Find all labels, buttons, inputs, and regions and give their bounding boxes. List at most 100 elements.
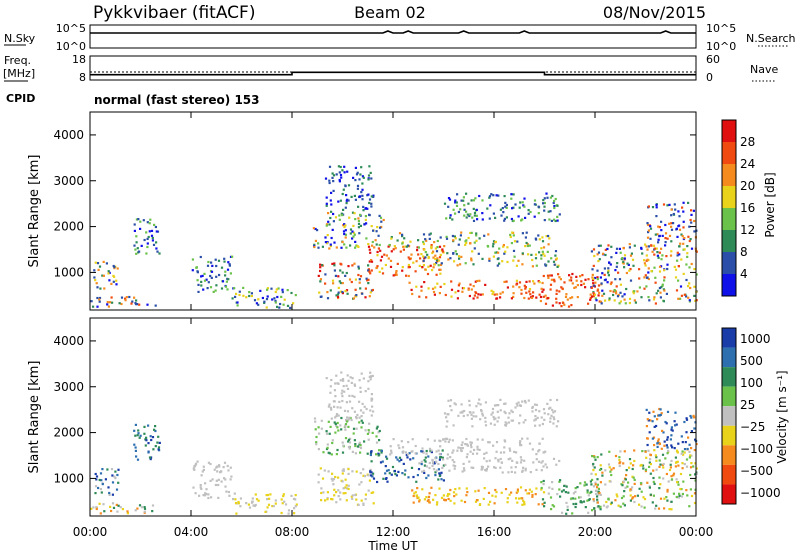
scatter-cell [361,182,364,185]
scatter-cell [440,496,444,499]
scatter-cell [427,455,430,458]
scatter-cell [330,203,333,206]
scatter-cell [461,290,464,293]
scatter-cell [226,464,229,468]
scatter-cell [360,499,363,502]
scatter-cell [420,289,423,292]
scatter-cell [596,501,599,504]
scatter-cell [505,203,508,207]
scatter-cell [359,287,362,290]
scatter-cell [575,275,578,278]
scatter-cell [355,416,358,419]
scatter-cell [352,297,355,300]
scatter-cell [659,291,662,294]
scatter-cell [525,241,528,245]
scatter-cell [471,250,474,253]
scatter-cell [338,171,341,174]
scatter-cell [485,469,488,472]
scatter-cell [519,486,523,489]
colorbar-swatch [722,274,736,296]
scatter-cell [678,492,681,495]
scatter-cell [478,279,481,282]
scatter-cell [99,287,102,290]
scatter-cell [227,278,230,281]
scatter-cell [147,442,150,445]
scatter-cell [146,242,149,245]
scatter-cell [392,274,395,277]
scatter-cell [151,239,154,242]
scatter-cell [628,243,631,246]
scatter-cell [582,282,585,285]
scatter-cell [511,459,514,462]
scatter-cell [491,407,495,411]
scatter-cell [464,243,467,246]
scatter-cell [338,280,341,283]
scatter-cell [687,436,690,439]
scatter-cell [425,239,428,242]
scatter-cell [524,287,527,290]
scatter-cell [527,209,530,212]
colorbar-tick: 4 [740,267,748,281]
scatter-cell [690,454,693,457]
scatter-cell [618,456,621,459]
scatter-cell [676,254,679,257]
scatter-cell [681,450,684,453]
scatter-cell [652,298,656,301]
scatter-cell [350,495,353,498]
scatter-cell [280,498,283,501]
scatter-cell [472,263,475,266]
scatter-cell [523,501,526,504]
scatter-cell [332,174,336,177]
scatter-cell [398,232,402,235]
scatter-cell [658,459,661,462]
scatter-cell [422,469,426,472]
scatter-cell [255,498,259,501]
scatter-cell [406,453,410,456]
scatter-cell [286,289,289,292]
scatter-cell [224,485,227,488]
scatter-cell [214,258,217,261]
scatter-cell [341,480,344,483]
scatter-cell [407,274,410,278]
scatter-cell [479,403,482,406]
scatter-cell [444,437,447,440]
scatter-cell [670,240,673,243]
scatter-cell [337,495,340,498]
scatter-cell [362,209,365,212]
scatter-cell [673,265,676,268]
scatter-cell [510,217,513,221]
scatter-cell [542,295,545,298]
scatter-cell [486,207,489,210]
scatter-cell [646,248,649,251]
scatter-cell [337,291,340,294]
scatter-cell [155,230,158,233]
scatter-cell [454,488,457,491]
scatter-cell [392,248,395,251]
scatter-cell [644,470,647,473]
scatter-cell [653,449,656,452]
scatter-cell [595,492,598,496]
scatter-cell [651,501,654,504]
scatter-cell [368,213,371,216]
scatter-cell [563,281,566,284]
colorbar-tick: −1000 [740,486,781,500]
scatter-cell [515,283,518,286]
scatter-cell [483,234,486,237]
scatter-cell [439,253,442,256]
scatter-cell [451,218,454,221]
scatter-cell [571,272,574,276]
scatter-cell [662,462,665,466]
scatter-cell [443,202,447,205]
scatter-cell [543,505,546,508]
scatter-cell [430,247,433,250]
scatter-cell [593,466,596,469]
scatter-cell [630,252,633,255]
scatter-cell [327,470,330,473]
scatter-cell [399,250,402,253]
scatter-cell [198,494,201,497]
scatter-cell [409,458,412,461]
scatter-cell [339,173,343,177]
scatter-cell [689,454,692,457]
scatter-cell [424,460,427,463]
scatter-cell [667,480,670,483]
